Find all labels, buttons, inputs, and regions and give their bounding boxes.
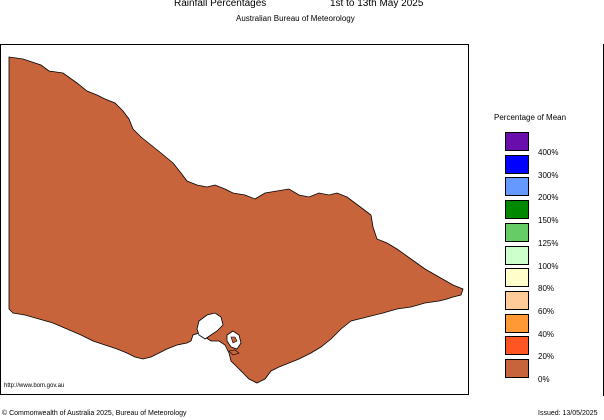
legend-label: 150% — [538, 216, 559, 226]
legend-swatch — [505, 177, 529, 197]
map-period: 1st to 13th May 2025 — [330, 0, 424, 9]
issued-date: Issued: 13/05/2025 — [538, 410, 598, 417]
port-phillip-bay — [196, 312, 224, 340]
french-island — [230, 336, 238, 344]
map-title: Rainfall Percentages — [174, 0, 267, 9]
legend-label: 125% — [538, 238, 559, 248]
legend-label: 60% — [538, 306, 555, 316]
legend-label: 200% — [538, 193, 559, 203]
copyright-text: © Commonwealth of Australia 2025, Bureau… — [2, 410, 187, 417]
legend-swatch — [505, 268, 529, 288]
title-row: Rainfall Percentages 1st to 13th May 202… — [0, 0, 604, 12]
legend-swatch — [505, 222, 529, 242]
legend-label: 100% — [538, 261, 559, 271]
legend-label: 300% — [538, 170, 559, 180]
legend-label: 20% — [538, 352, 555, 362]
legend-label: 40% — [538, 329, 555, 339]
phillip-island — [228, 349, 240, 356]
legend-label: 0% — [538, 375, 550, 384]
legend-swatch — [505, 154, 529, 174]
legend-label: 80% — [538, 284, 555, 294]
legend-swatch — [505, 313, 529, 333]
map-subtitle: Australian Bureau of Meteorology — [236, 14, 355, 23]
victoria-map — [8, 56, 464, 384]
legend-title: Percentage of Mean — [494, 113, 567, 122]
legend-swatch — [505, 200, 529, 220]
victoria-region — [8, 56, 464, 384]
bom-url: http://www.bom.gov.au — [4, 383, 65, 389]
legend-swatch — [505, 245, 529, 265]
legend-swatch — [505, 336, 529, 356]
legend-label: 400% — [538, 148, 559, 157]
map-frame — [0, 44, 469, 395]
legend-swatch — [505, 132, 529, 151]
legend-swatch — [505, 359, 529, 378]
legend-swatch — [505, 290, 529, 310]
